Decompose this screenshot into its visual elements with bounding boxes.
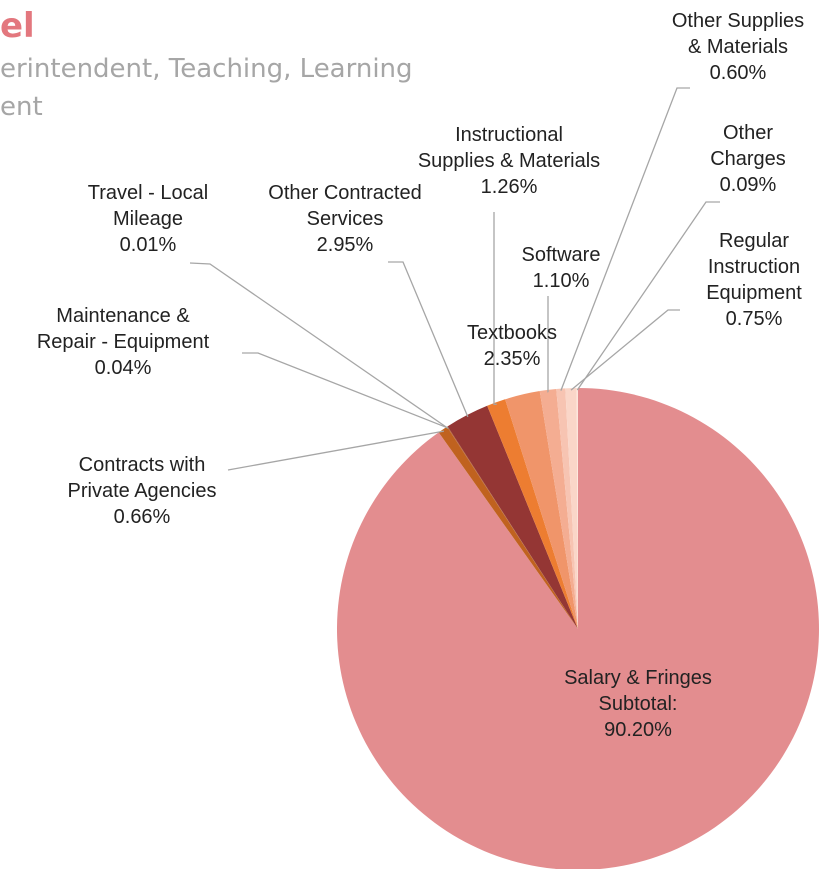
leader-line [242, 352, 449, 429]
pie-slice [539, 388, 578, 629]
pie-slice [447, 426, 578, 629]
pie-slice [447, 405, 578, 629]
category-label: Other Contracted Services [268, 182, 422, 230]
slice-label: Other Charges 0.09% [710, 120, 786, 198]
slice-label: Salary & Fringes Subtotal: 90.20% [564, 665, 712, 743]
category-label: Other Supplies & Materials [671, 10, 805, 58]
slice-label: Other Contracted Services 2.95% [268, 180, 421, 258]
value-label: 0.60% [709, 62, 767, 84]
slice-label: Maintenance & Repair - Equipment 0.04% [37, 303, 209, 381]
pie-slice [438, 426, 578, 629]
category-label: Textbooks [466, 322, 558, 344]
slice-label: Other Supplies & Materials 0.60% [672, 8, 804, 86]
category-label: Maintenance & Repair - Equipment [36, 305, 210, 353]
value-label: 0.01% [119, 234, 177, 256]
pie-slice [556, 388, 578, 629]
slice-label: Textbooks 2.35% [467, 320, 557, 372]
value-label: 0.75% [725, 308, 783, 330]
pie-slice [576, 388, 578, 629]
pie-slice [337, 388, 819, 869]
category-label: Regular Instruction Equipment [706, 230, 802, 304]
slice-label: Instructional Supplies & Materials 1.26% [418, 122, 600, 200]
value-label: 1.10% [532, 270, 590, 292]
category-label: Salary & Fringes Subtotal: [564, 667, 712, 715]
value-label: 2.35% [483, 348, 541, 370]
category-label: Software [521, 244, 601, 266]
category-label: Instructional Supplies & Materials [417, 124, 601, 172]
category-label: Contracts with Private Agencies [67, 454, 217, 502]
pie-slice [505, 391, 578, 629]
leader-line [570, 309, 680, 391]
slice-label: Travel - Local Mileage 0.01% [88, 180, 208, 258]
pie-slice [565, 388, 578, 629]
value-label: 1.26% [480, 176, 538, 198]
subtitle: ent [0, 92, 43, 122]
leader-line [189, 262, 449, 429]
subtitle: erintendent, Teaching, Learning [0, 54, 413, 84]
value-label: 2.95% [316, 234, 374, 256]
title: el [0, 6, 35, 46]
pie-slice [487, 399, 578, 629]
leader-line [576, 201, 720, 391]
leader-line [227, 430, 445, 471]
pie-slice [446, 426, 578, 629]
leader-line [493, 212, 497, 405]
slice-label: Software 1.10% [522, 242, 601, 294]
category-label: Other Charges [710, 122, 786, 170]
slice-label: Contracts with Private Agencies 0.66% [68, 452, 217, 530]
value-label: 90.20% [604, 719, 672, 741]
category-label: Travel - Local Mileage [87, 182, 209, 230]
leader-line [560, 87, 690, 391]
value-label: 0.09% [719, 174, 777, 196]
value-label: 0.04% [94, 357, 152, 379]
slice-label: Regular Instruction Equipment 0.75% [706, 228, 802, 332]
leader-line [388, 261, 469, 418]
value-label: 0.66% [113, 506, 171, 528]
